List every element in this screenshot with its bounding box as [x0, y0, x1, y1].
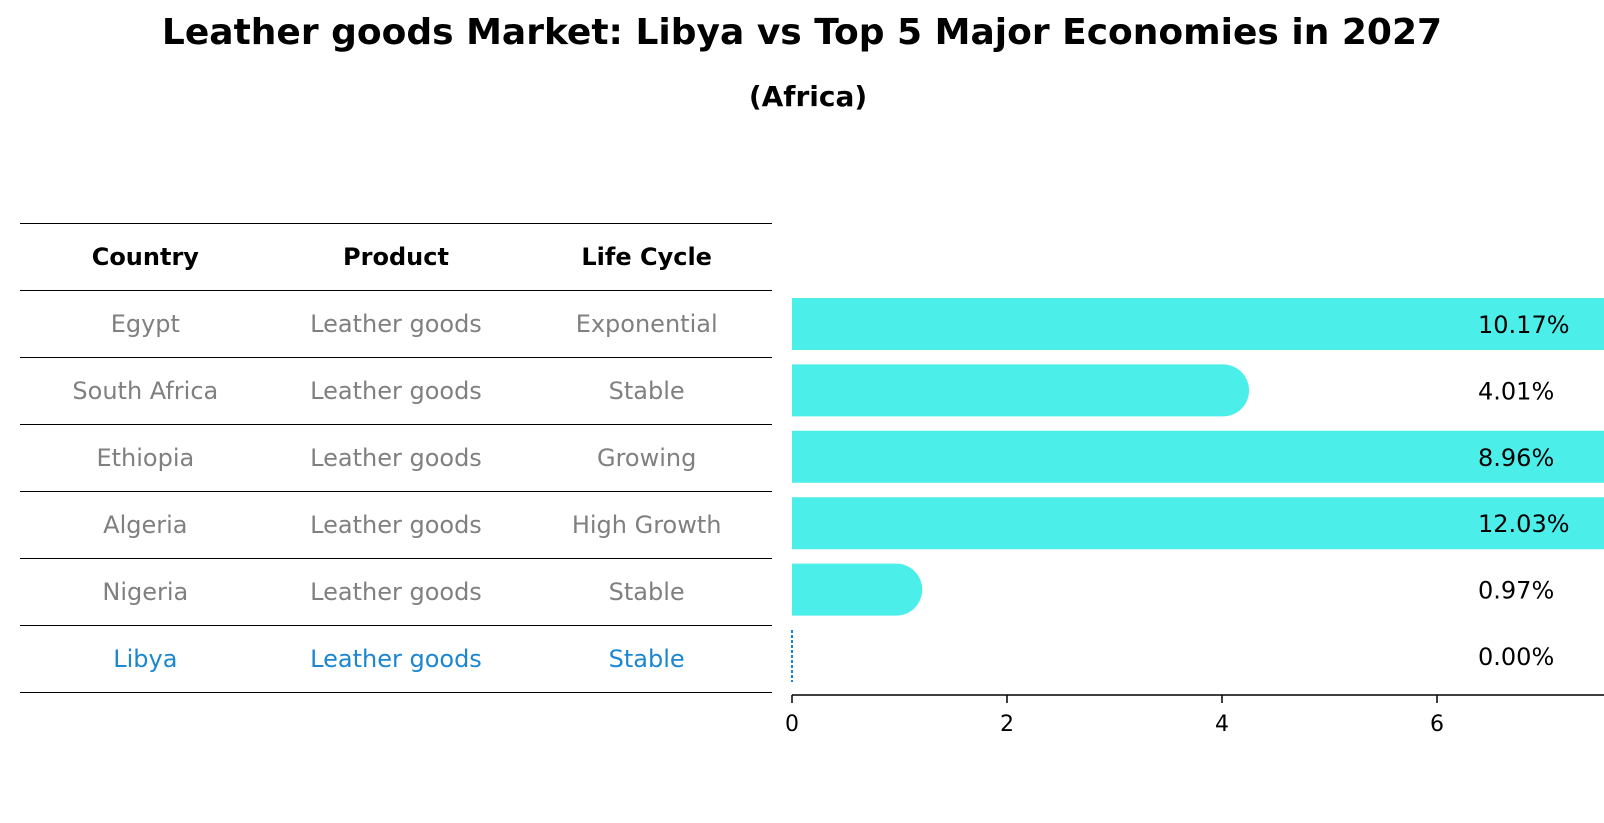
data-label: 12.03% [1478, 510, 1570, 538]
table-row: Egypt Leather goods Exponential [20, 290, 772, 358]
cell-life-cycle: Stable [521, 625, 772, 693]
table-header-row: Country Product Life Cycle [20, 223, 772, 291]
cell-product: Leather goods [270, 558, 522, 626]
cell-country: Libya [20, 625, 271, 693]
cell-country: Egypt [20, 290, 271, 358]
data-label: 4.01% [1478, 377, 1554, 405]
table-row: Nigeria Leather goods Stable [20, 558, 772, 626]
x-tick-label: 6 [1430, 712, 1444, 737]
cell-life-cycle: Exponential [521, 290, 772, 358]
cell-product: Leather goods [270, 424, 522, 492]
table-row: Algeria Leather goods High Growth [20, 491, 772, 559]
bar-ethiopia [792, 430, 1604, 483]
cell-country: South Africa [20, 357, 271, 425]
header-product: Product [270, 223, 522, 291]
cell-country: Nigeria [20, 558, 271, 626]
cell-life-cycle: Growing [521, 424, 772, 492]
cell-life-cycle: Stable [521, 357, 772, 425]
cell-life-cycle: Stable [521, 558, 772, 626]
x-tick-label: 4 [1215, 712, 1229, 737]
chart-subtitle: (Africa) [748, 80, 868, 113]
data-label: 0.00% [1478, 643, 1554, 671]
bar-south-africa [792, 364, 1250, 417]
cell-product: Leather goods [270, 491, 522, 559]
cell-product: Leather goods [270, 290, 522, 358]
header-country: Country [20, 223, 271, 291]
x-tick-label: 2 [1000, 712, 1014, 737]
bar-egypt [792, 298, 1604, 350]
table-row: South Africa Leather goods Stable [20, 357, 772, 425]
data-label: 0.97% [1478, 577, 1554, 605]
data-label: 10.17% [1478, 311, 1570, 339]
bar-algeria [792, 497, 1604, 550]
chart-title: Leather goods Market: Libya vs Top 5 Maj… [161, 12, 1443, 53]
cell-life-cycle: High Growth [521, 491, 772, 559]
country-table: Country Product Life Cycle Egypt Leather… [20, 223, 772, 693]
data-label: 8.96% [1478, 444, 1554, 472]
bar-nigeria [792, 563, 923, 616]
cell-country: Algeria [20, 491, 271, 559]
cell-product: Leather goods [270, 625, 522, 693]
x-tick-label: 0 [785, 712, 799, 737]
table-row-highlight: Libya Leather goods Stable [20, 625, 772, 693]
cell-country: Ethiopia [20, 424, 271, 492]
table-row: Ethiopia Leather goods Growing [20, 424, 772, 492]
cell-product: Leather goods [270, 357, 522, 425]
header-life-cycle: Life Cycle [521, 223, 772, 291]
